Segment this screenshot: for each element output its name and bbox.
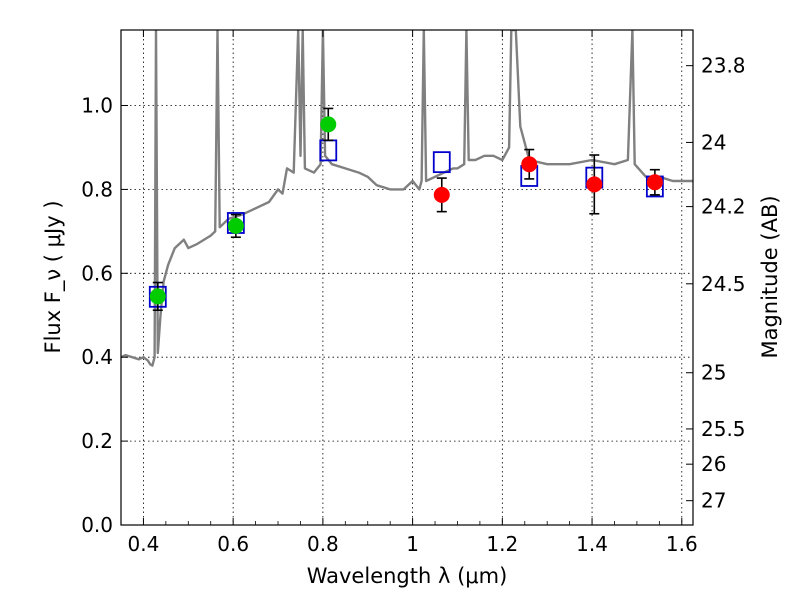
y-tick-label: 0.4 [81, 345, 113, 369]
x-tick-label: 1 [406, 532, 419, 556]
axis-ticks: 0.4 0.6 0.8 1 1.2 1.4 1.6 0.0 0.2 0.4 0.6 0.8 1.0 23.… [81, 30, 746, 556]
observed-flux-point [227, 217, 244, 234]
y-tick-label: 0.6 [81, 261, 113, 285]
y2-axis-label: Magnitude (AB) [758, 195, 782, 358]
y2-tick-label: 24 [701, 130, 726, 154]
y2-tick-label: 25.5 [701, 417, 746, 441]
observed-flux-point [521, 156, 538, 173]
y-tick-label: 0.8 [81, 177, 113, 201]
observed-flux-point [646, 174, 663, 191]
y-axis-label: Flux F_ν ( μJy ) [41, 200, 66, 353]
plot-frame [120, 29, 694, 526]
x-tick-label: 0.6 [217, 532, 249, 556]
observed-flux-point [320, 116, 337, 133]
grid-lines [121, 30, 693, 526]
y2-tick-label: 24.2 [701, 195, 746, 219]
observed-flux-point [149, 288, 166, 305]
x-axis-label: Wavelength λ (μm) [307, 564, 508, 588]
x-tick-label: 1.6 [666, 532, 698, 556]
x-tick-label: 0.8 [307, 532, 339, 556]
y2-tick-label: 25 [701, 361, 726, 385]
x-tick-label: 1.2 [486, 532, 518, 556]
model-spectrum-layer [121, 30, 693, 367]
x-tick-label: 1.4 [576, 532, 608, 556]
photometry-markers [148, 107, 664, 312]
y2-tick-label: 23.8 [701, 54, 746, 78]
observed-flux-point [586, 176, 603, 193]
model-photometry-square [432, 151, 451, 174]
x-tick-label: 0.4 [128, 532, 160, 556]
y2-tick-label: 24.5 [701, 272, 746, 296]
y-tick-label: 0.2 [81, 429, 113, 453]
y-tick-label: 1.0 [81, 94, 113, 118]
y2-tick-label: 27 [701, 489, 726, 513]
y2-tick-label: 26 [701, 452, 726, 476]
y-tick-label: 0.0 [81, 513, 113, 537]
model-spectrum-line [121, 30, 693, 367]
observed-flux-point [433, 186, 450, 203]
